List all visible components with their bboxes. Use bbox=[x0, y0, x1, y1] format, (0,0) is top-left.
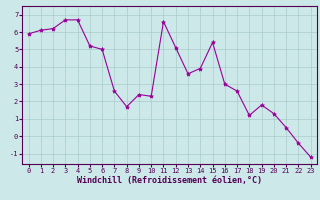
X-axis label: Windchill (Refroidissement éolien,°C): Windchill (Refroidissement éolien,°C) bbox=[77, 176, 262, 185]
